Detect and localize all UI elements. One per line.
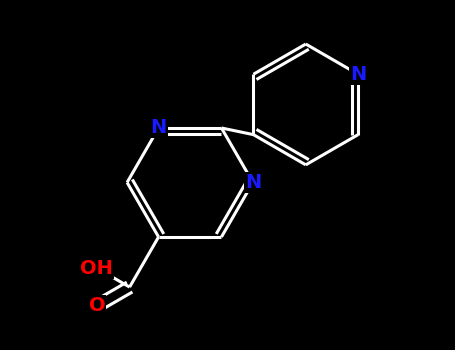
Text: N: N <box>245 173 261 192</box>
Text: O: O <box>89 296 105 315</box>
Text: N: N <box>151 118 167 138</box>
Text: OH: OH <box>81 259 113 278</box>
Text: N: N <box>350 65 366 84</box>
